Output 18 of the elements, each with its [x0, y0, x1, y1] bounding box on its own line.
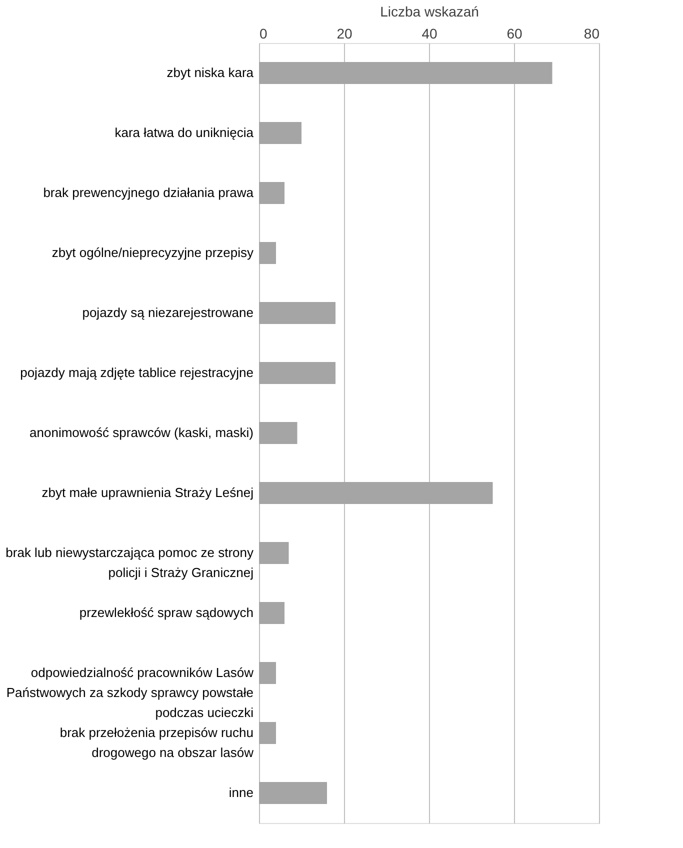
- x-tick-label: 0: [260, 26, 268, 42]
- y-tick-label: kara łatwa do uniknięcia: [114, 125, 254, 140]
- y-tick-label: anonimowość sprawców (kaski, maski): [30, 425, 254, 440]
- y-tick-label: brak prewencyjnego działania prawa: [43, 185, 254, 200]
- y-tick-label: zbyt niska kara: [166, 65, 254, 80]
- y-tick-label: inne: [228, 785, 254, 800]
- y-tick-label: zbyt ogólne/nieprecyzyjne przepisy: [52, 245, 254, 260]
- x-tick-label: 60: [506, 26, 522, 42]
- x-tick-label: 40: [422, 26, 438, 42]
- y-tick-label: brak przełożenia przepisów ruchu drogowego na obszar lasów: [60, 725, 254, 760]
- y-tick-label: pojazdy są niezarejestrowane: [82, 305, 254, 320]
- x-tick-label: 80: [584, 26, 600, 42]
- y-tick-label: brak lub niewystarczająca pomoc ze strony policji i Straży Granicznej: [6, 545, 254, 580]
- y-tick-label: przewlekłość spraw sądowych: [79, 605, 254, 620]
- y-tick-label: zbyt małe uprawnienia Straży Leśnej: [42, 485, 254, 500]
- x-tick-label: 20: [336, 26, 352, 42]
- y-tick-label: pojazdy mają zdjęte tablice rejestracyjne: [20, 365, 254, 380]
- x-axis-title: Liczba wskazań: [380, 4, 479, 20]
